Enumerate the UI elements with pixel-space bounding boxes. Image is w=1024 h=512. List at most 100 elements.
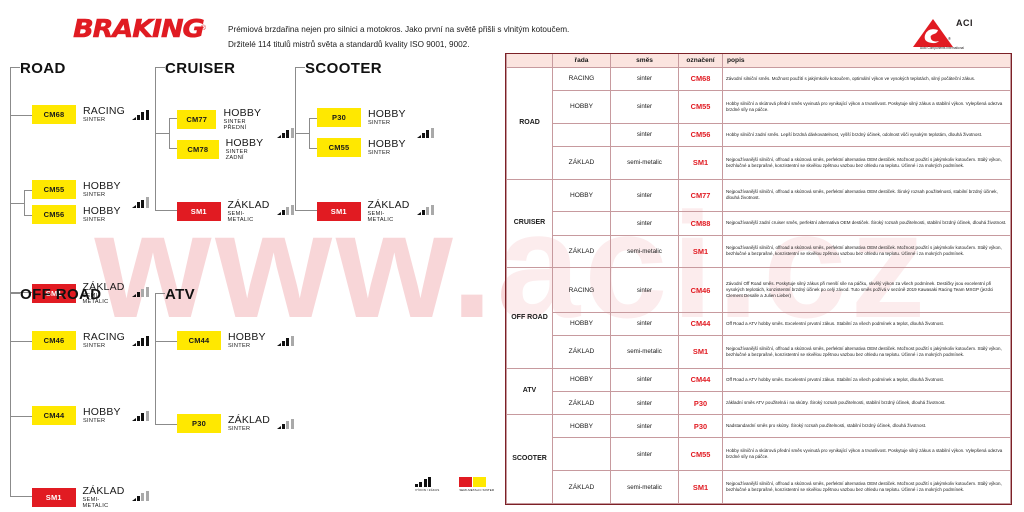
table-cell-code[interactable]: P30 [678,390,723,416]
diagram-connector [295,133,309,134]
table-cell-code[interactable]: CM77 [678,178,723,213]
performance-bars-icon [277,127,295,138]
table-cell-description: Hobby silniční a skútrová přední směs vy… [722,89,1011,124]
table-row[interactable]: ZÁKLAD sinter P30 základní směs ATV použite… [507,390,1011,416]
table-cell-code[interactable]: CM88 [678,211,723,236]
diagram-node-cm56[interactable]: CM56 HOBBY SINTER [32,205,121,224]
performance-bars-icon [277,335,295,346]
aci-triangle-icon [913,19,953,47]
table-cell-mix: sinter [610,267,679,313]
table-row[interactable]: ZÁKLAD semi-metalic SM1 Nejpoužívanější sil… [507,145,1011,180]
product-material-label: SINTER [83,116,106,123]
diagram-spine [155,67,156,210]
table-cell-mix: semi-metalic [610,234,679,269]
table-cell-code[interactable]: SM1 [678,234,723,269]
table-row[interactable]: sinter CM55 Hobby silniční a skútrová před… [507,437,1011,472]
table-row[interactable]: ZÁKLAD semi-metalic SM1 Nejpoužívanější sil… [507,334,1011,369]
performance-bars-icon [132,286,150,297]
diagram-node-sm1[interactable]: SM1 ZÁKLAD SEMI-METALIC [32,282,125,305]
table-cell-code[interactable]: CM44 [678,367,723,392]
table-cell-code[interactable]: SM1 [678,334,723,369]
table-cell-description: Nejpoužívanější silniční, offroad a skút… [722,178,1011,213]
table-cell-mix: sinter [610,211,679,236]
table-cell-code[interactable]: P30 [678,414,723,439]
table-cell-code[interactable]: CM46 [678,267,723,313]
diagram-node-cm46[interactable]: CM46 RACING SINTER [32,331,125,350]
aci-abbreviation: ACI [956,18,973,28]
table-cell-code[interactable]: CM55 [678,437,723,472]
diagram-node-p30[interactable]: P30 HOBBY SINTER [317,108,406,127]
legend: VÝKON / ZÁKUS SEMI-METALIC SINTER [415,476,494,492]
product-series-label: HOBBY [368,107,406,120]
table-row[interactable]: ZÁKLAD semi-metalic SM1 Nejpoužívanější sil… [507,234,1011,269]
diagram-node-sm1[interactable]: SM1 ZÁKLAD SEMI-METALIC [177,200,270,223]
diagram-node-cm55[interactable]: CM55 HOBBY SINTER [32,180,121,199]
diagram-node-cm78[interactable]: CM78 HOBBY SINTER ZADNÍ [177,138,266,161]
product-tree-diagram: ROAD CM68 RACING SINTER CM55 HOBBY SINTER CM56 H… [0,58,500,512]
table-body: ROAD RACING sinter CM68 Závodní silniční smě… [506,66,1011,504]
product-code-chip: SM1 [317,202,361,222]
table-cell-series: RACING [552,267,611,313]
diagram-connector [10,496,32,497]
table-row[interactable]: sinter CM88 Nejpoužívanější zadní cruiser … [507,211,1011,236]
diagram-node-sm1[interactable]: SM1 ZÁKLAD SEMI-METALIC [317,200,410,223]
diagram-connector [155,341,177,342]
product-series-label: HOBBY [83,204,121,217]
product-series-label: HOBBY [223,107,262,119]
table-row[interactable]: CRUISER HOBBY sinter CM77 Nejpoužívanější si… [506,178,1011,269]
legend-bars-icon [415,476,439,487]
table-row[interactable]: SCOOTER HOBBY sinter P30 Nadstandardní směs … [506,414,1011,504]
table-row[interactable]: HOBBY sinter CM44 Off Road a ATV hobby směs… [507,311,1011,336]
table-cell-description: Off Road a ATV hobby směs. Excelentní pr… [722,367,1011,392]
aci-subtitle: Auto Components International [920,46,964,50]
table-cell-code[interactable]: SM1 [678,470,723,504]
diagram-connector [295,67,305,68]
performance-bars-icon [132,197,150,208]
specification-table: řada směs označení popis ROAD RACING sinte… [506,54,1011,504]
product-labels: ZÁKLAD SEMI-METALIC [228,200,271,223]
table-cell-mix: sinter [610,414,679,439]
table-cell-code[interactable]: SM1 [678,145,723,180]
table-cell-series: HOBBY [552,367,611,392]
table-row[interactable]: OFF ROAD RACING sinter CM46 Závodní Off Road… [506,267,1011,369]
diagram-node-cm77[interactable]: CM77 HOBBY SINTER PŘEDNÍ [177,108,266,131]
diagram-connector [24,190,32,191]
diagram-node-cm44[interactable]: CM44 HOBBY SINTER [32,406,121,425]
table-cell-series [552,437,611,472]
table-row[interactable]: ROAD RACING sinter CM68 Závodní silniční smě… [506,66,1011,180]
diagram-connector [10,416,32,417]
table-cell-code[interactable]: CM56 [678,122,723,147]
performance-bars-icon [132,410,150,421]
product-series-label: HOBBY [83,179,121,192]
table-cell-series: ZÁKLAD [552,145,611,180]
legend-performance: VÝKON / ZÁKUS [415,476,439,492]
product-series-label: HOBBY [83,405,121,418]
table-cell-series: ZÁKLAD [552,234,611,269]
diagram-node-sm1[interactable]: SM1 ZÁKLAD SEMI-METALIC [32,486,125,509]
diagram-connector [10,293,20,294]
diagram-connector [10,67,20,68]
table-cell-series [552,123,611,147]
table-cell-series: ZÁKLAD [552,470,611,504]
diagram-connector [10,341,32,342]
table-row[interactable]: sinter CM56 Hobby silniční zadní směs. Lep… [507,122,1011,147]
table-cell-code[interactable]: CM55 [678,89,723,124]
table-cell-code[interactable]: CM44 [678,311,723,336]
product-series-label: HOBBY [225,137,264,149]
diagram-node-p30[interactable]: P30 ZÁKLAD SINTER [177,414,270,433]
diagram-node-cm55[interactable]: CM55 HOBBY SINTER [317,138,406,157]
table-cell-code[interactable]: CM68 [678,66,723,91]
product-material-label: SINTER [228,342,251,349]
table-row[interactable]: HOBBY sinter CM55 Hobby silniční a skútrová… [507,89,1011,124]
diagram-connector [169,148,177,149]
diagram-node-cm68[interactable]: CM68 RACING SINTER [32,105,125,124]
product-labels: ZÁKLAD SEMI-METALIC [83,486,126,509]
diagram-node-cm44[interactable]: CM44 HOBBY SINTER [177,331,266,350]
table-cell-description: základní směs ATV použitelná i na skútry… [722,390,1011,416]
product-code-chip: CM68 [32,105,76,124]
table-row[interactable]: ATV HOBBY sinter CM44 Off Road a ATV hobby s… [506,367,1011,416]
table-row[interactable]: ZÁKLAD semi-metalic SM1 Nejpoužívanější sil… [507,470,1011,504]
product-labels: HOBBY SINTER [228,332,266,350]
product-labels: ZÁKLAD SINTER [228,415,270,433]
headline-line-1: Prémiová brzdařina nejen pro silnici a m… [228,25,570,34]
